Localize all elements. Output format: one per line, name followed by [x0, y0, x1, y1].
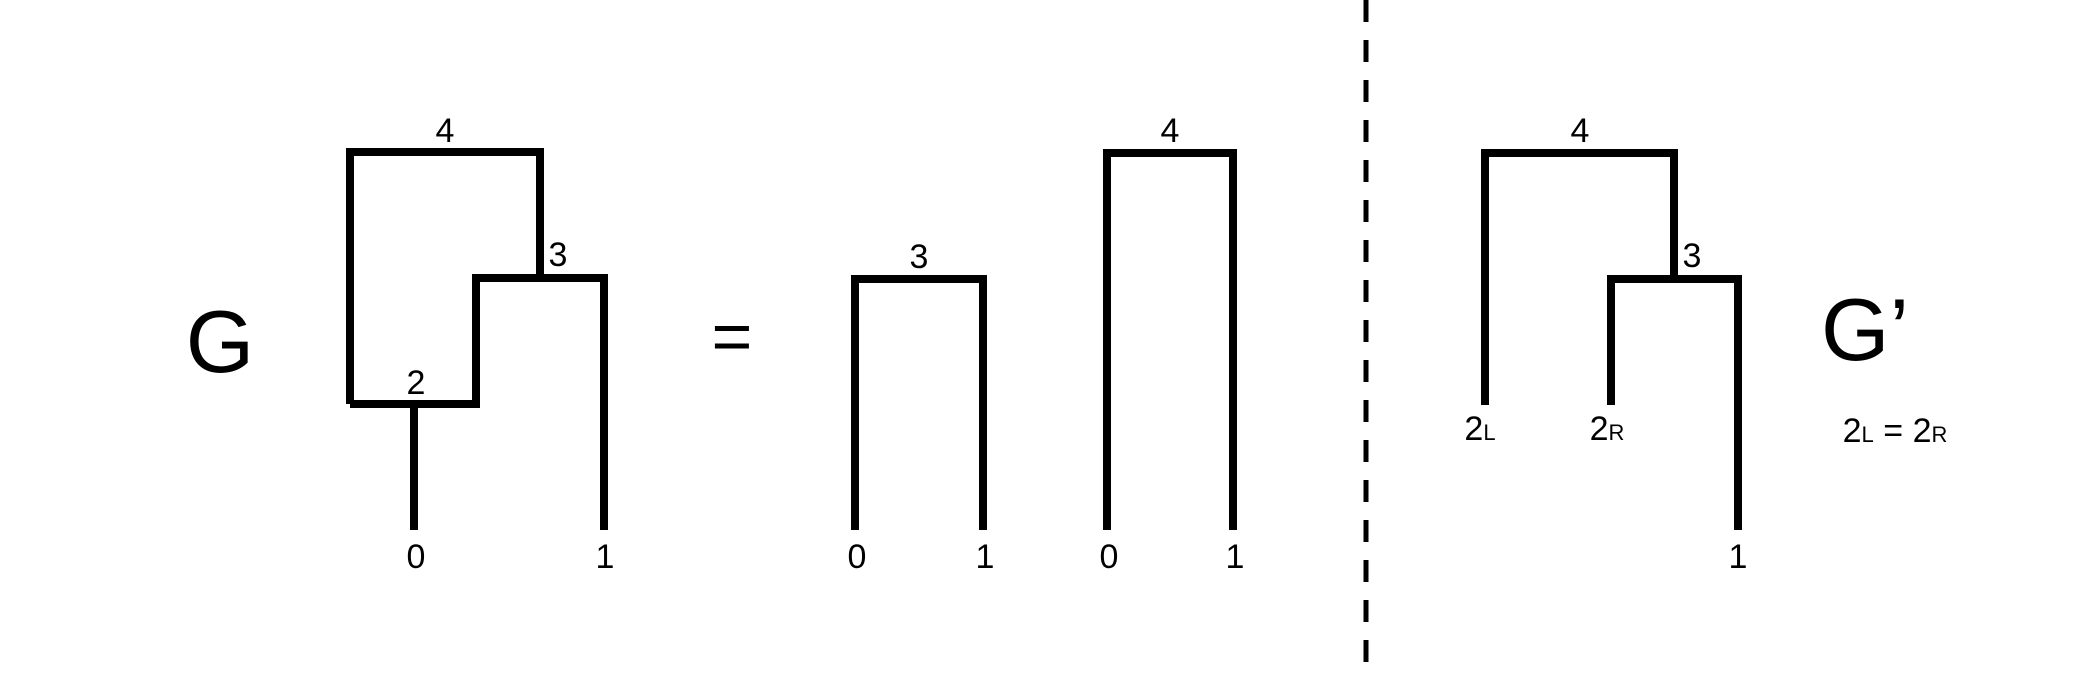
- gprime-leaf-1-label: 1: [1729, 538, 1748, 576]
- gprime-node-3-label: 3: [1683, 237, 1702, 275]
- leaf-0-label: 0: [407, 538, 426, 576]
- tree3-root-label: 3: [910, 238, 929, 276]
- leaf-1-label: 1: [596, 538, 615, 576]
- tree4-edges: [1103, 149, 1237, 530]
- equals-sign: =: [712, 297, 753, 375]
- identification-equation: 2L = 2R: [1843, 412, 1948, 450]
- tree3-leaf0-label: 0: [848, 538, 867, 576]
- graph-g-prime: 4 3 1 2L 2R G’ 2L = 2R: [1464, 112, 1947, 576]
- gprime-edge-node4: [1481, 149, 1678, 405]
- leaf-2R-label: 2R: [1590, 410, 1625, 448]
- tree4-leaf0-label: 0: [1100, 538, 1119, 576]
- tree-root-4: 4 0 1: [1100, 112, 1245, 576]
- node-4-label: 4: [436, 112, 455, 150]
- tree4-leaf1-label: 1: [1226, 538, 1245, 576]
- node-2-label: 2: [407, 364, 426, 402]
- edge-node4: [346, 148, 544, 404]
- gprime-node-4-label: 4: [1571, 112, 1590, 150]
- graph-g: G 4 3 2 0 1: [186, 112, 615, 576]
- tree3-edges: [851, 275, 987, 530]
- edge-node3: [472, 274, 608, 530]
- gprime-edge-node3: [1607, 275, 1742, 530]
- leaf-2L-label: 2L: [1464, 410, 1495, 448]
- graph-g-prime-label: G’: [1821, 280, 1909, 379]
- tree-root-3: 3 0 1: [848, 238, 995, 576]
- tree4-root-label: 4: [1161, 112, 1180, 150]
- graph-g-label: G: [186, 292, 254, 391]
- node-3-label: 3: [549, 236, 568, 274]
- tree3-leaf1-label: 1: [976, 538, 995, 576]
